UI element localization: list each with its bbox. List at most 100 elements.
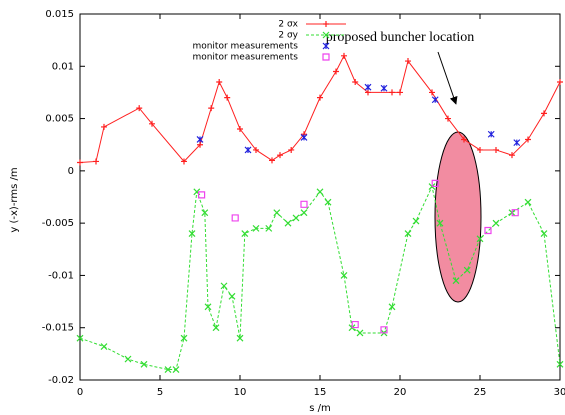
point (201, 209, 209, 217)
point (352, 78, 359, 85)
y-tick-label: -0.01 (48, 270, 74, 281)
point (365, 89, 371, 96)
point (252, 224, 260, 232)
point (356, 329, 364, 337)
point (284, 219, 292, 227)
point (181, 158, 187, 165)
point (431, 179, 439, 188)
point (492, 219, 500, 227)
plot-frame (79, 13, 561, 381)
point (300, 133, 308, 141)
point (136, 105, 143, 112)
legend-label: monitor measurements (192, 53, 298, 63)
point (277, 152, 283, 159)
point (100, 343, 108, 350)
point (164, 366, 172, 373)
point (269, 157, 275, 164)
point (513, 139, 521, 147)
x-tick-label: 15 (314, 387, 327, 398)
point (351, 320, 359, 329)
point (540, 230, 548, 238)
point (149, 120, 155, 127)
point (324, 198, 332, 206)
annotation-arrow (437, 51, 458, 105)
point (364, 83, 372, 91)
point (388, 303, 396, 311)
y-tick-label: -0.02 (48, 375, 74, 386)
point (180, 334, 188, 342)
point (412, 217, 420, 225)
point (172, 366, 180, 373)
point (493, 146, 499, 153)
y-tick-label: 0.005 (45, 114, 74, 125)
point (241, 230, 249, 238)
point (389, 89, 395, 96)
y-tick-label: 0 (68, 166, 74, 177)
legend-label: monitor measurements (192, 42, 298, 52)
point (509, 152, 515, 159)
point (265, 224, 273, 232)
point (288, 146, 295, 153)
point (477, 146, 483, 153)
point (511, 209, 519, 217)
point (484, 226, 492, 235)
point (216, 78, 223, 85)
y-tick-label: -0.005 (42, 218, 74, 229)
legend-label: 2 σx (278, 20, 298, 30)
point (452, 277, 460, 285)
point (273, 209, 281, 217)
point (196, 136, 204, 143)
point (101, 123, 107, 130)
annotation: proposed buncher location (326, 30, 475, 45)
legend-swatch (323, 21, 329, 27)
point (231, 214, 239, 222)
point (461, 136, 467, 143)
point (397, 89, 403, 96)
point (244, 146, 252, 154)
y-tick-label: 0.01 (52, 61, 74, 72)
point (140, 360, 148, 368)
point (487, 130, 495, 138)
x-tick-label: 20 (394, 387, 407, 398)
point (445, 115, 451, 122)
point (333, 68, 339, 75)
point (317, 94, 323, 101)
x-tick-label: 5 (157, 387, 163, 398)
point (208, 105, 215, 112)
point (557, 78, 563, 85)
point (463, 266, 471, 274)
legend-swatch (322, 53, 330, 61)
point (524, 198, 532, 206)
y-tick-label: -0.015 (42, 323, 74, 334)
x-tick-label: 10 (234, 387, 247, 398)
point (253, 146, 259, 153)
point (224, 94, 231, 101)
point (431, 96, 439, 104)
point (124, 355, 132, 363)
point (300, 209, 308, 217)
x-tick-label: 30 (554, 387, 565, 398)
point (292, 214, 300, 222)
point (436, 219, 444, 227)
point (476, 235, 484, 243)
point (236, 334, 244, 342)
point (380, 326, 388, 334)
point (525, 136, 531, 143)
point (340, 272, 348, 279)
series-line (79, 184, 561, 371)
point (341, 52, 347, 59)
point (316, 188, 324, 196)
y-axis-label: y (-x)-rms /m (9, 167, 20, 232)
buncher-ellipse (434, 131, 482, 303)
legend-label: 2 σy (278, 31, 298, 41)
point (556, 360, 564, 368)
point (228, 292, 236, 300)
point (220, 282, 228, 290)
legend-swatch (322, 31, 330, 39)
point (541, 110, 547, 117)
point (300, 200, 308, 208)
point (197, 141, 203, 148)
point (237, 126, 243, 133)
point (76, 334, 84, 342)
x-tick-label: 0 (77, 387, 83, 398)
